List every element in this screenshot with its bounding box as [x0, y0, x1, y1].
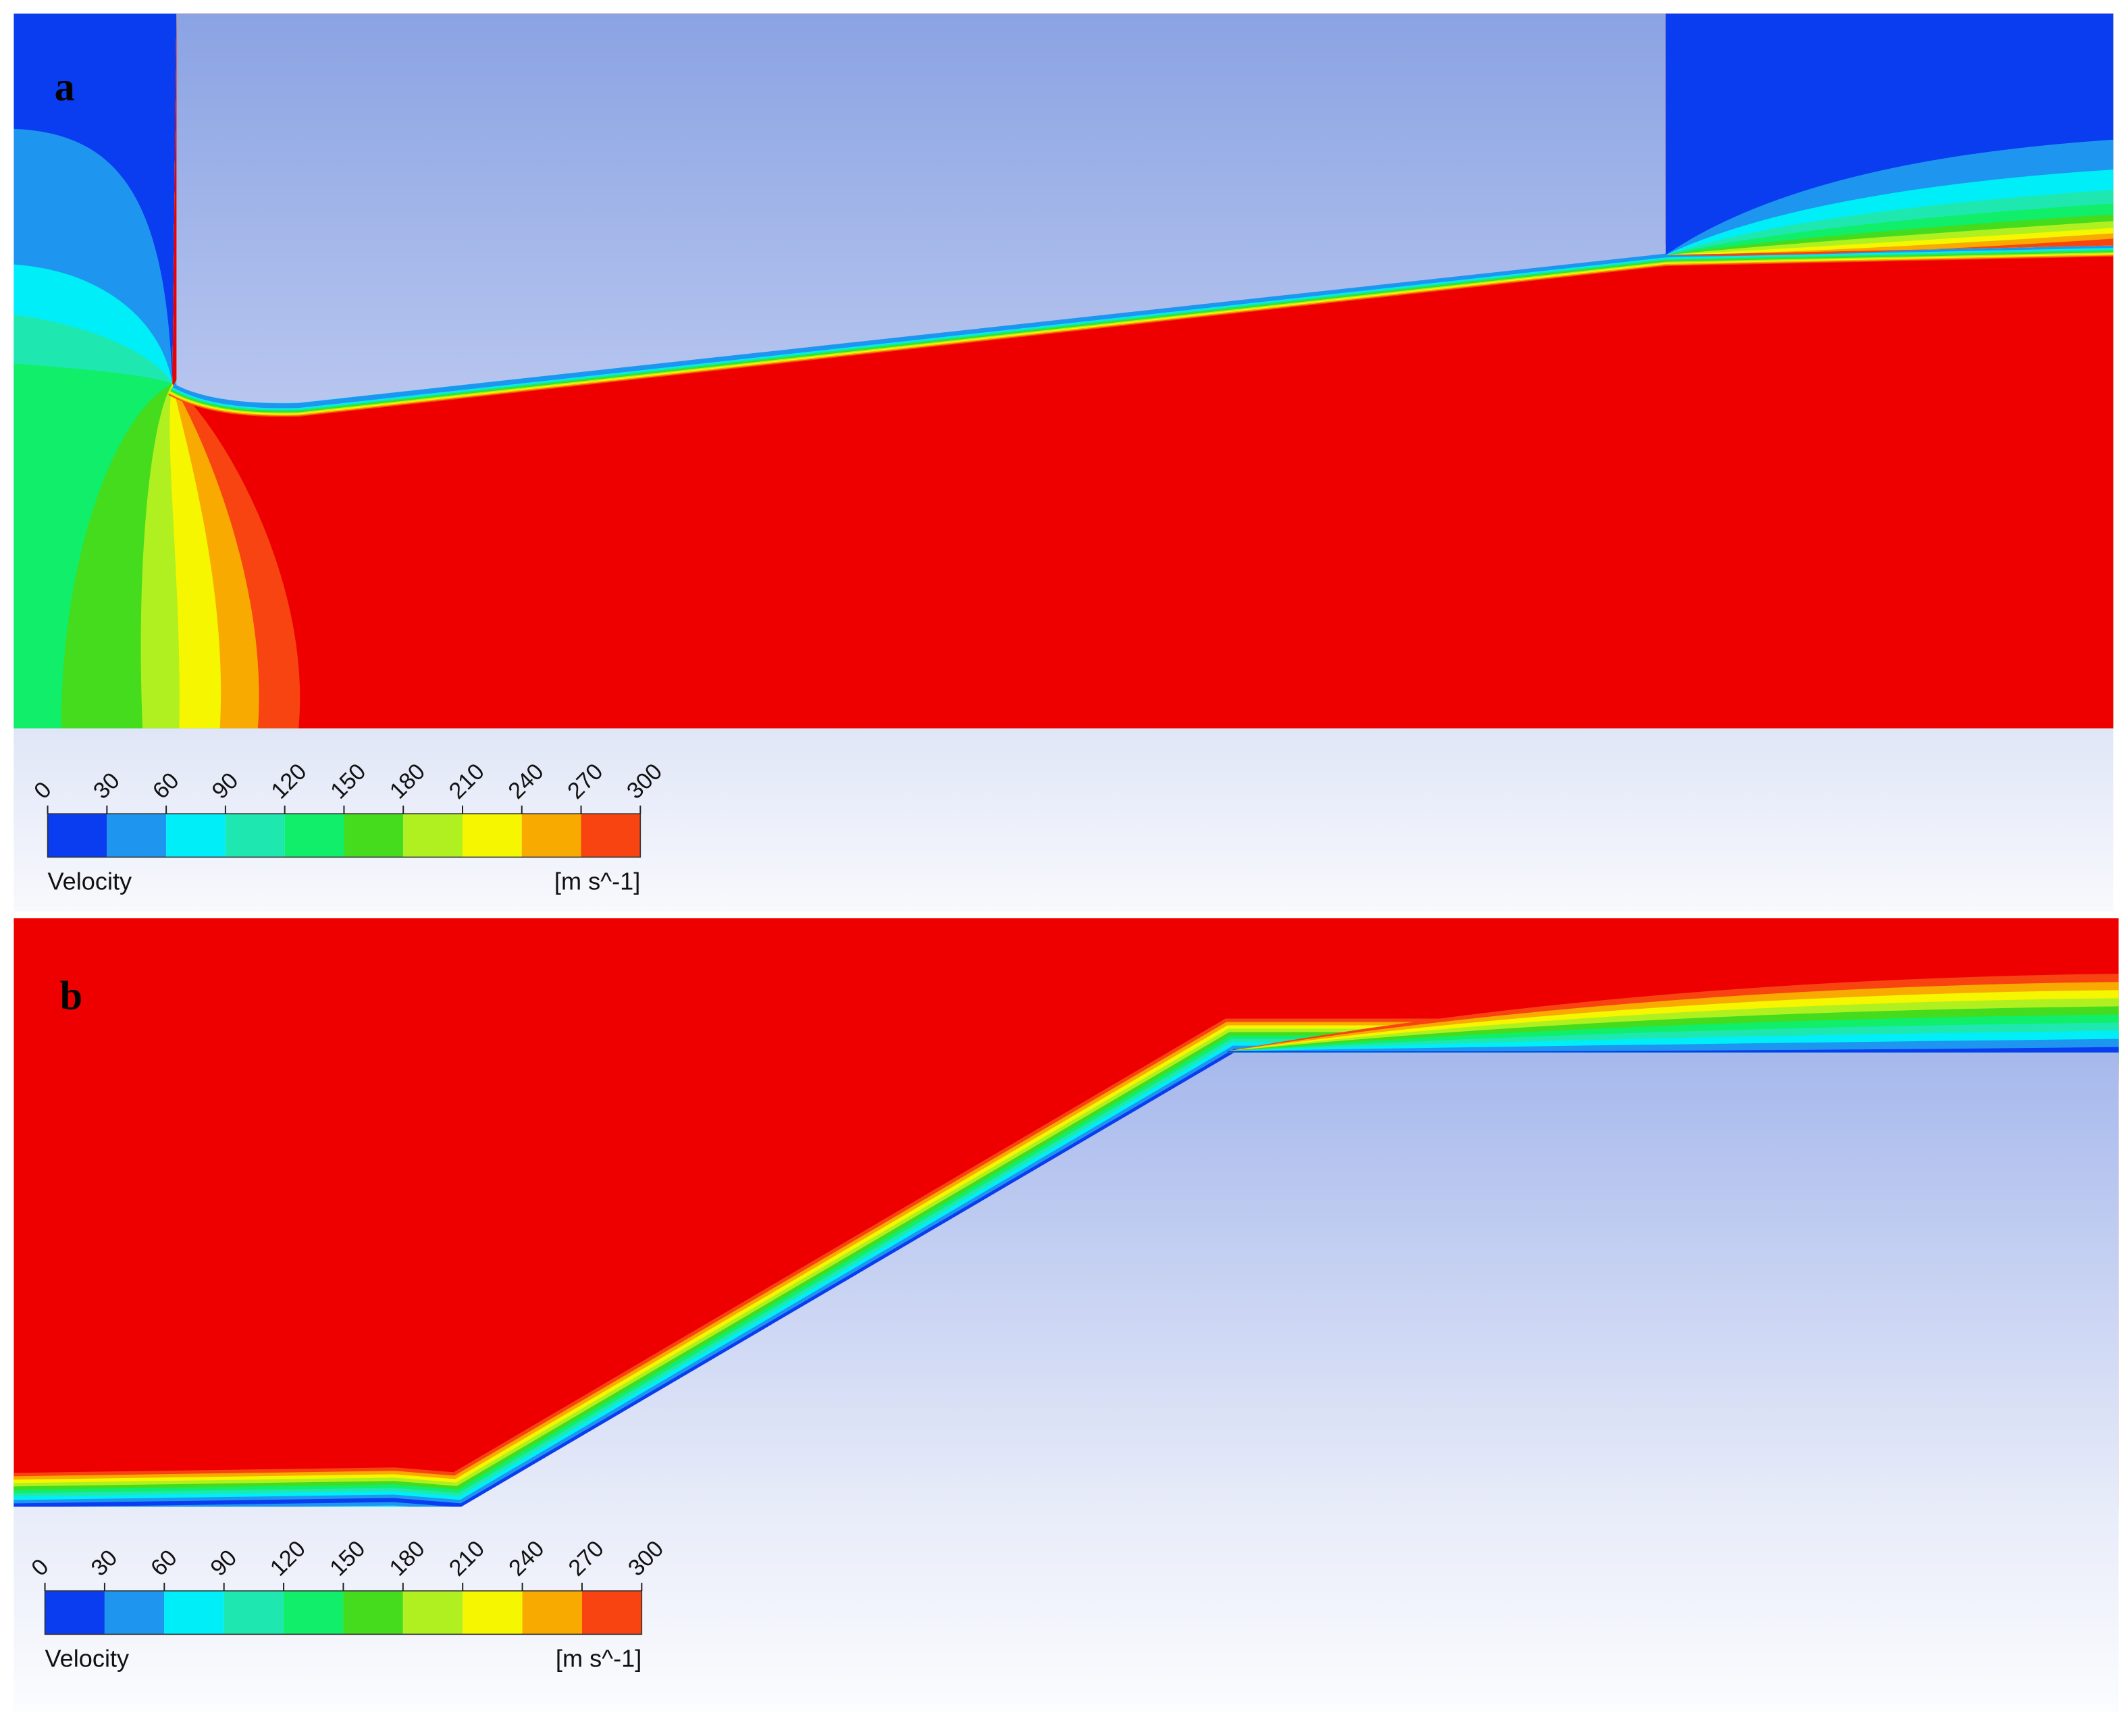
colorbar-segment — [463, 1591, 523, 1635]
contour-band — [1665, 233, 2113, 255]
colorbar-segment — [224, 1591, 284, 1635]
colorbar-segment — [284, 1591, 344, 1635]
legend-unit: [m s^-1] — [556, 1645, 641, 1673]
colorbar-segment — [166, 814, 226, 858]
colorbar-segment — [284, 814, 344, 858]
panel-label: b — [60, 973, 83, 1018]
colorbar-segment — [104, 1591, 165, 1635]
wall-region — [176, 14, 1666, 403]
colorbar-segment — [581, 1591, 642, 1635]
contour-band — [1665, 238, 2113, 256]
legend-unit: [m s^-1] — [554, 868, 640, 895]
colorbar-segment — [581, 814, 641, 858]
legend-title: Velocity — [45, 1645, 130, 1673]
colorbar-segment — [402, 1591, 463, 1635]
colorbar-segment — [522, 1591, 582, 1635]
legend-title: Velocity — [48, 868, 132, 895]
colorbar-segment — [225, 814, 285, 858]
boundary-layer — [172, 242, 2113, 409]
contour-band — [1228, 1038, 2119, 1053]
colorbar-segment — [343, 1591, 403, 1635]
colorbar-segment — [344, 814, 404, 858]
colorbar-segment — [47, 814, 107, 858]
contour-plot — [14, 918, 2119, 1508]
colorbar-segment — [403, 814, 463, 858]
contour-band — [1228, 1047, 2119, 1053]
wall-region — [14, 1052, 2119, 1508]
panel-label: a — [55, 65, 75, 110]
colorbar-segment — [107, 814, 167, 858]
colorbar-segment — [45, 1591, 105, 1635]
colorbar-segment — [164, 1591, 224, 1635]
colorbar-segment — [521, 814, 581, 858]
contour-plot — [14, 14, 2113, 729]
colorbar-segment — [462, 814, 522, 858]
